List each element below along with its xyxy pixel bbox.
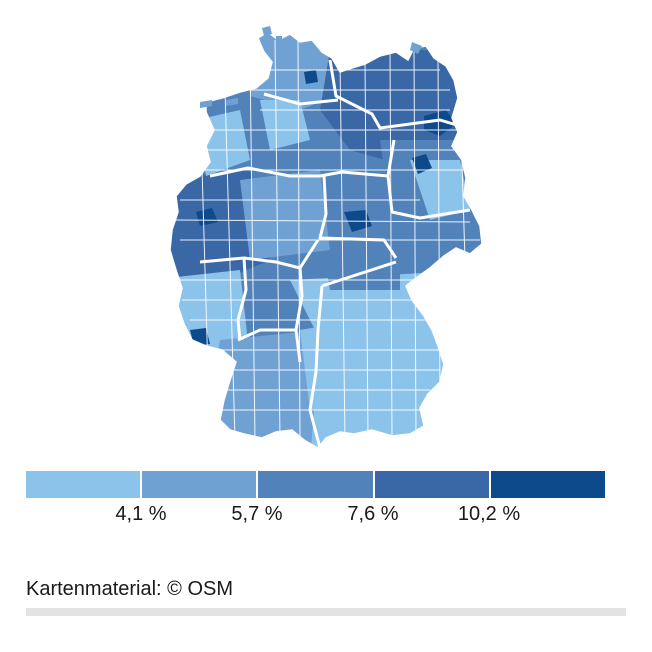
germany-district-map: [169, 26, 483, 449]
legend-class-2: [142, 471, 259, 498]
legend-tick-label: 4,1 %: [115, 503, 167, 525]
footer-divider: [26, 608, 626, 616]
legend-tick-label: 10,2 %: [457, 503, 521, 525]
legend-color-scale: [26, 471, 606, 498]
legend-tick-label: 5,7 %: [231, 503, 283, 525]
legend-tick-label: 7,6 %: [347, 503, 399, 525]
legend-class-4: [374, 471, 491, 498]
legend-class-3: [258, 471, 375, 498]
district-borders: [175, 39, 480, 441]
map-credit: Kartenmaterial: © OSM: [26, 578, 234, 600]
legend-class-1: [26, 471, 143, 498]
legend-class-5: [490, 471, 606, 498]
islands: [200, 26, 422, 108]
